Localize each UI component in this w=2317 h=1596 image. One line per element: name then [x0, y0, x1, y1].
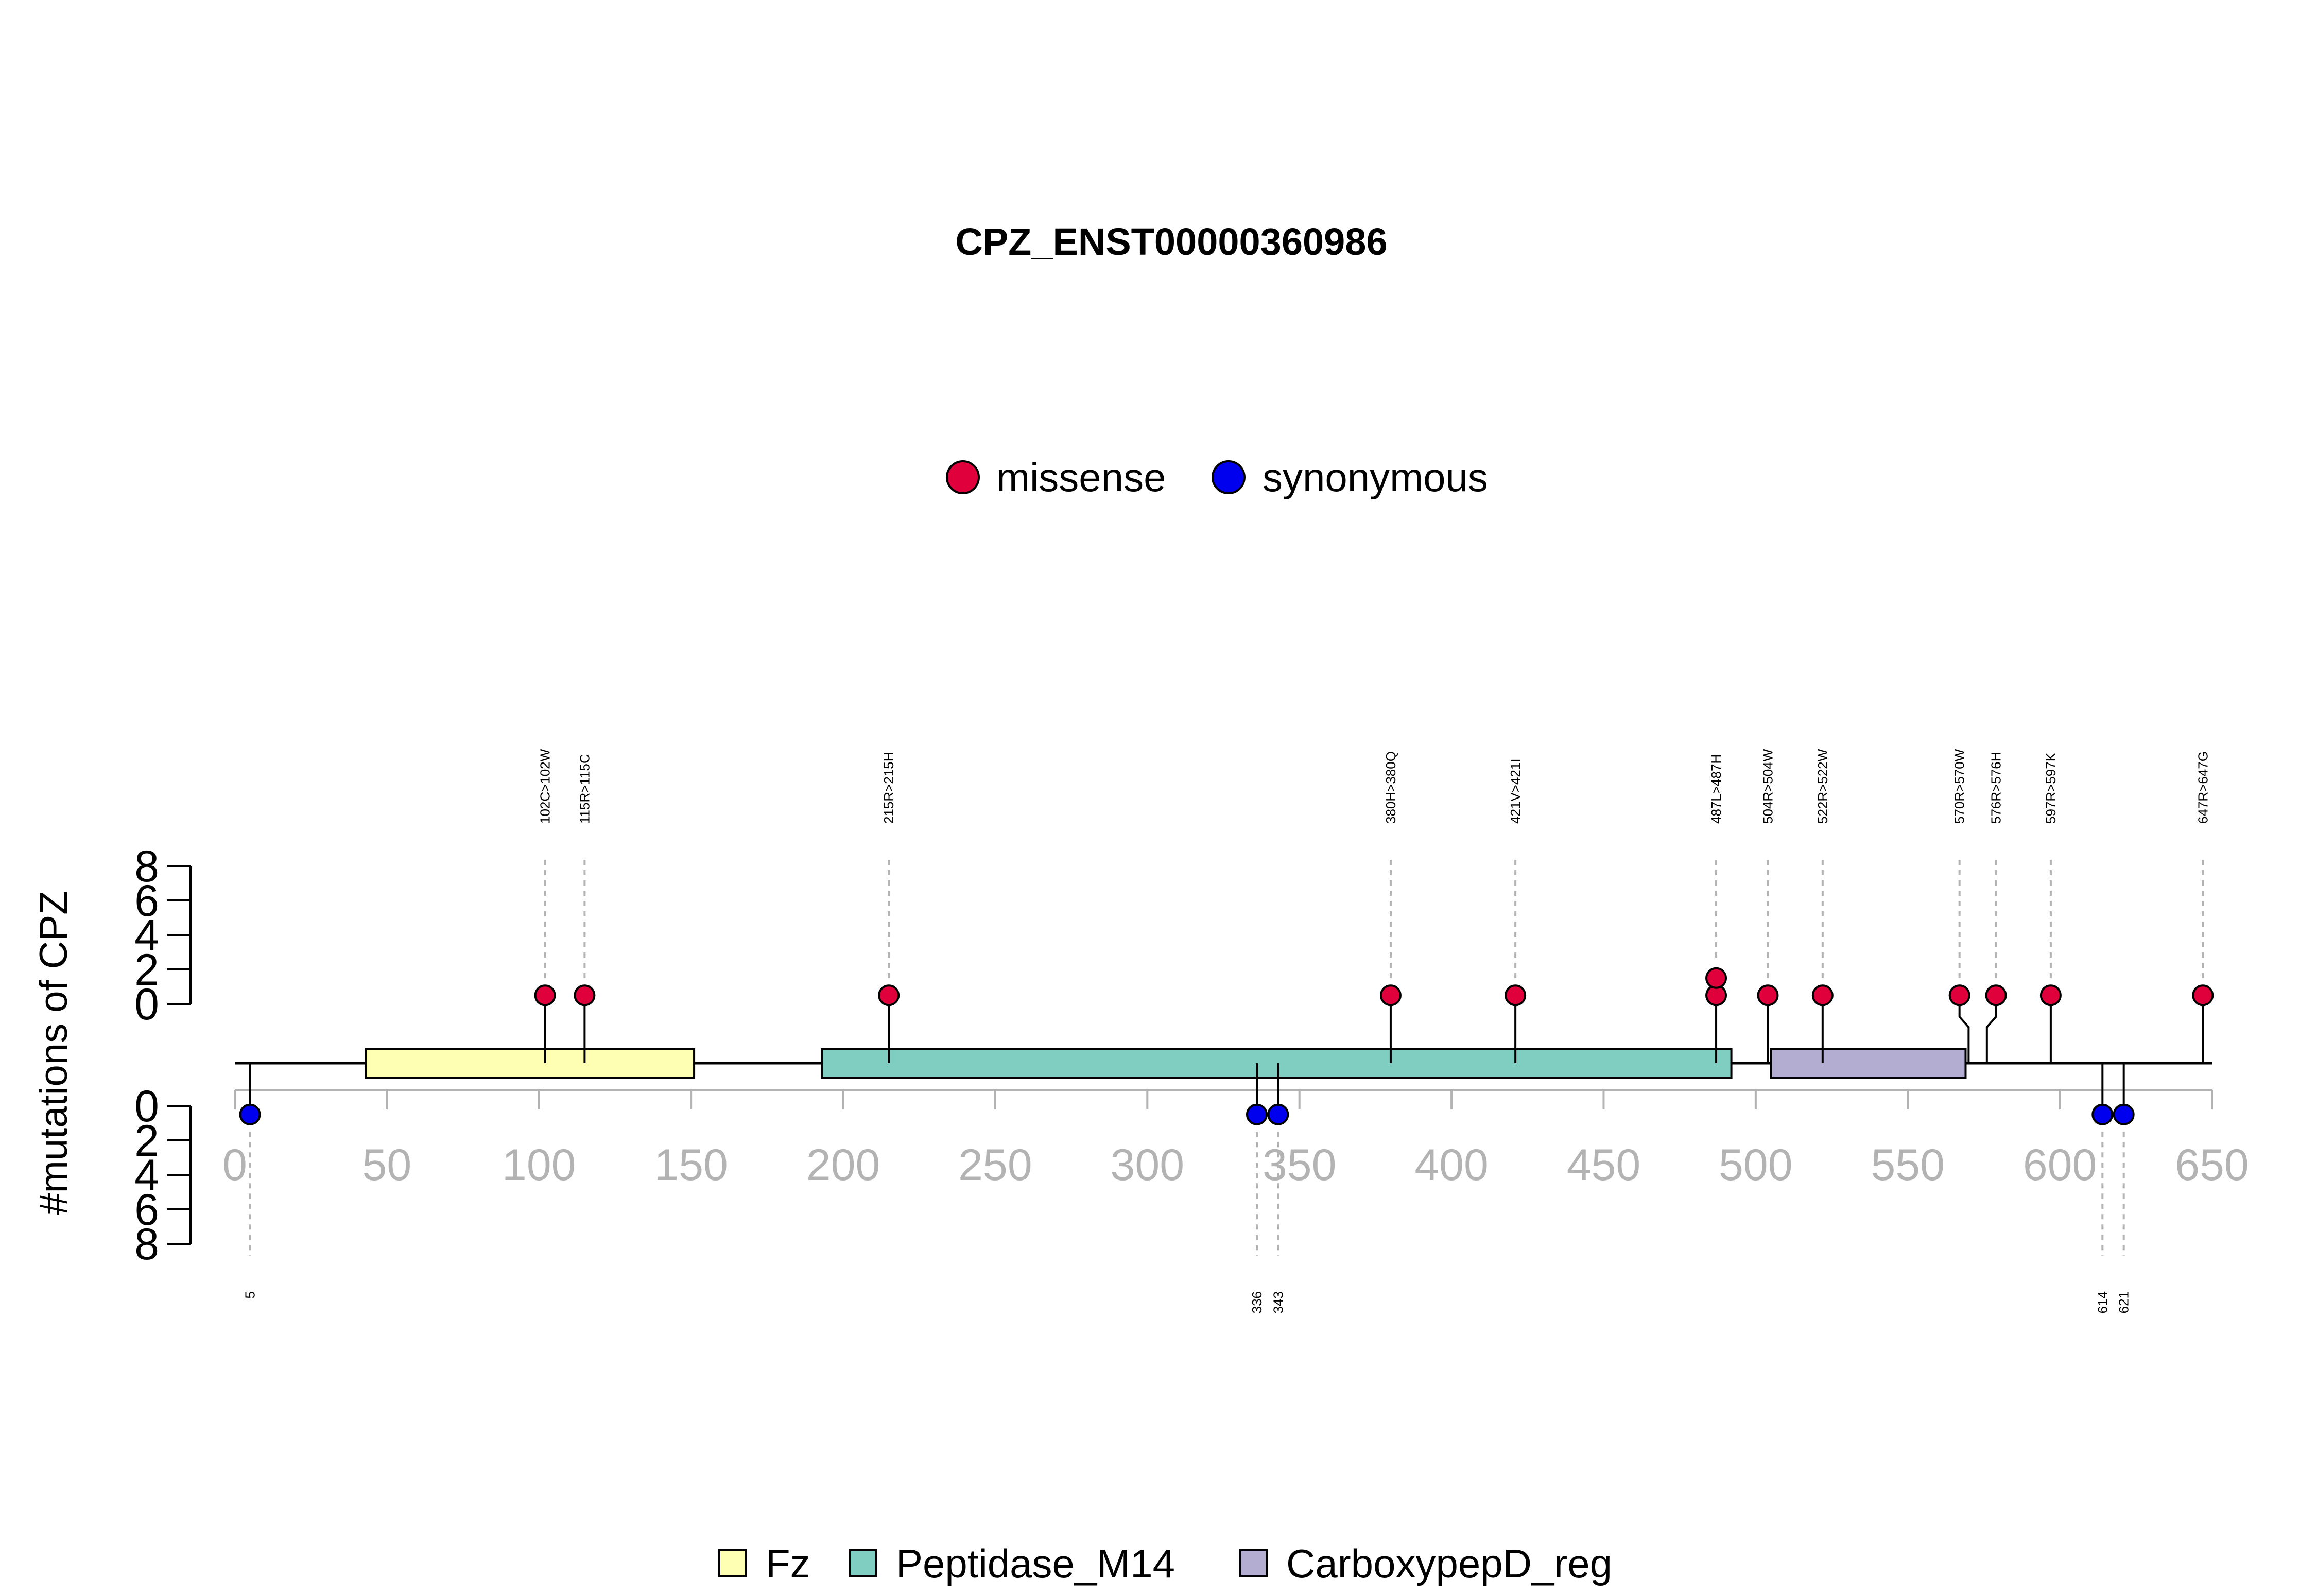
- missense-dot-421-1: [1505, 984, 1527, 1007]
- missense-label-215: 215R>215H: [881, 752, 896, 824]
- missense-label-597: 597R>597K: [2043, 752, 2059, 824]
- chart-title: CPZ_ENST00000360986: [955, 220, 1387, 263]
- y-tick-label-lower-8: 8: [134, 1220, 159, 1269]
- missense-dot-380-1: [1379, 984, 1402, 1007]
- x-tick-label-200: 200: [806, 1140, 880, 1190]
- legend-marker-missense: [946, 460, 980, 494]
- axes: 0 50 100 150 200 250 300 350 400 450 500 550 600 650 0…: [134, 842, 2249, 1269]
- x-tick-label-500: 500: [1719, 1140, 1793, 1190]
- domain-legend-label-CarboxypepD_reg: CarboxypepD_reg: [1286, 1541, 1612, 1586]
- x-tick-label-550: 550: [1871, 1140, 1945, 1190]
- y-tick-label-upper-0: 0: [134, 980, 159, 1029]
- y-tick-label-lower-6: 6: [134, 1185, 159, 1235]
- missense-dot-504-1: [1757, 984, 1779, 1007]
- synonymous-dot-621-1: [2113, 1103, 2135, 1125]
- domain-boxes: [365, 1048, 1967, 1079]
- x-tick-label-350: 350: [1263, 1140, 1337, 1190]
- mutation-lollipops: 102C>102W 115R>115C 215R>215H 380H>380Q 421V…: [239, 749, 2214, 1313]
- y-tick-label-upper-2: 2: [134, 945, 159, 995]
- y-axis-label: #mutations of CPZ: [32, 891, 76, 1215]
- y-tick-label-lower-4: 4: [134, 1151, 159, 1200]
- domain-legend: Fz Peptidase_M14 CarboxypepD_reg: [718, 1541, 1612, 1586]
- missense-dot-597-1: [2039, 984, 2062, 1007]
- y-tick-label-upper-4: 4: [134, 911, 159, 960]
- x-tick-label-600: 600: [2023, 1140, 2097, 1190]
- mutation-legend: missense synonymous: [946, 455, 1488, 500]
- missense-label-576: 576R>576H: [1989, 752, 2004, 824]
- synonymous-label-621: 621: [2116, 1291, 2132, 1313]
- y-tick-label-upper-6: 6: [134, 876, 159, 926]
- missense-dot-102-1: [534, 984, 556, 1007]
- domain-CarboxypepD_reg: [1770, 1048, 1967, 1079]
- y-tick-label-lower-2: 2: [134, 1116, 159, 1166]
- legend-marker-synonymous: [1212, 460, 1246, 494]
- domain-legend-label-Peptidase_M14: Peptidase_M14: [896, 1541, 1175, 1586]
- domain-Peptidase_M14: [821, 1048, 1733, 1079]
- domain-legend-swatch-Peptidase_M14: [849, 1549, 877, 1577]
- domain-legend-swatch-CarboxypepD_reg: [1239, 1549, 1268, 1577]
- domain-Fz: [365, 1048, 696, 1079]
- synonymous-dot-336-1: [1246, 1103, 1268, 1125]
- synonymous-label-5: 5: [243, 1291, 258, 1298]
- x-tick-label-650: 650: [2175, 1140, 2249, 1190]
- missense-label-115: 115R>115C: [577, 754, 592, 824]
- synonymous-dot-614-1: [2091, 1103, 2114, 1125]
- synonymous-dot-343-1: [1267, 1103, 1289, 1125]
- x-tick-label-0: 0: [222, 1140, 247, 1190]
- missense-label-102: 102C>102W: [538, 749, 553, 824]
- missense-dot-522-1: [1811, 984, 1834, 1007]
- missense-label-522: 522R>522W: [1815, 749, 1830, 824]
- missense-label-570: 570R>570W: [1952, 749, 1967, 824]
- missense-label-421: 421V>421I: [1508, 758, 1523, 824]
- missense-dot-487-2: [1705, 967, 1727, 989]
- synonymous-label-336: 336: [1249, 1291, 1265, 1313]
- missense-dot-647-1: [2192, 984, 2214, 1007]
- missense-label-647: 647R>647G: [2195, 751, 2210, 824]
- x-tick-label-300: 300: [1111, 1140, 1185, 1190]
- x-tick-label-450: 450: [1567, 1140, 1641, 1190]
- missense-dot-215-1: [878, 984, 900, 1007]
- legend-label-missense: missense: [996, 455, 1166, 500]
- synonymous-label-614: 614: [2095, 1291, 2110, 1313]
- missense-label-504: 504R>504W: [1760, 749, 1775, 824]
- missense-label-487: 487L>487H: [1708, 754, 1724, 824]
- missense-dot-576-1: [1985, 984, 2007, 1007]
- synonymous-dot-5-1: [239, 1103, 261, 1125]
- synonymous-label-343: 343: [1270, 1291, 1286, 1313]
- domain-legend-label-Fz: Fz: [766, 1541, 810, 1586]
- y-tick-label-upper-8: 8: [134, 842, 159, 891]
- y-tick-label-lower-0: 0: [134, 1082, 159, 1131]
- missense-label-380: 380H>380Q: [1383, 751, 1398, 824]
- x-tick-label-50: 50: [362, 1140, 412, 1190]
- x-tick-label-400: 400: [1414, 1140, 1489, 1190]
- missense-dot-570-1: [1948, 984, 1970, 1007]
- domain-legend-swatch-Fz: [718, 1549, 747, 1577]
- x-tick-label-100: 100: [502, 1140, 576, 1190]
- x-tick-label-250: 250: [958, 1140, 1032, 1190]
- x-tick-label-150: 150: [654, 1140, 728, 1190]
- missense-dot-115-1: [574, 984, 596, 1007]
- legend-label-synonymous: synonymous: [1263, 455, 1488, 500]
